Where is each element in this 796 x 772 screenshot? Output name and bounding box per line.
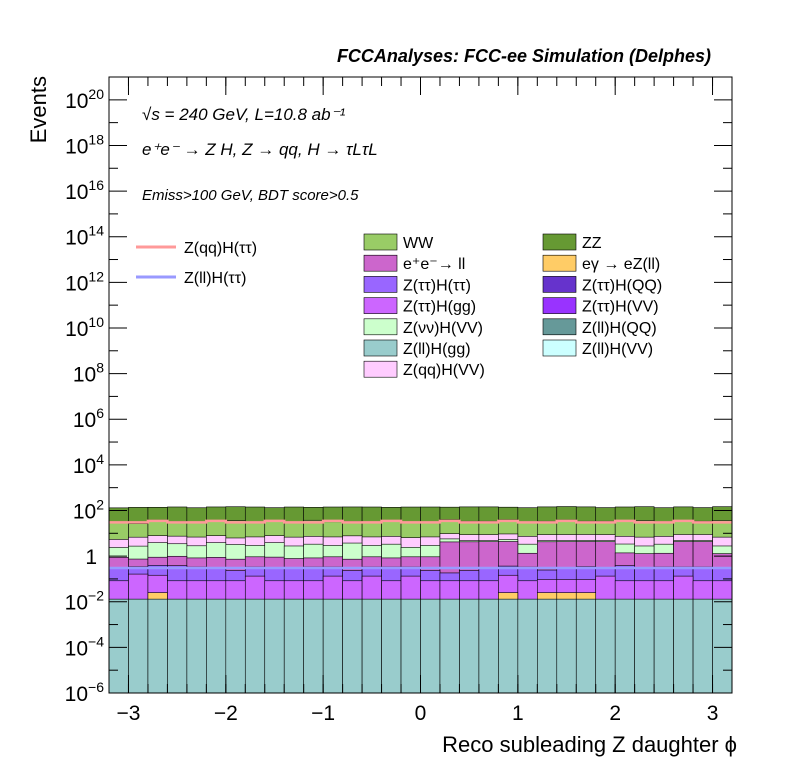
legend-box-swatch: [363, 360, 398, 378]
x-tick-label: −1: [311, 702, 335, 725]
legend-box-swatch: [363, 339, 398, 357]
stack-bar-z-ll-h-gg--bin-8: [264, 598, 285, 694]
legend-box-swatch: [363, 254, 398, 272]
stack-bar-z-ll-h-gg--bin-29: [673, 598, 694, 694]
stack-bar-z-ll-h-gg--bin-20: [498, 598, 519, 694]
stack-bar-z-ll-h-gg--bin-27: [634, 598, 655, 694]
y-tick-label: 1010: [65, 314, 104, 341]
stack-bar-z-ll-h-gg--bin-15: [400, 598, 421, 694]
legend-box-label: Z(ττ)H(gg): [403, 299, 476, 316]
x-tick-label: 2: [609, 702, 621, 725]
y-tick-label: 1018: [65, 131, 104, 158]
annotation-cuts: Emiss>100 GeV, BDT score>0.5: [142, 187, 359, 204]
overlay-line-z-qq-h-: [109, 519, 732, 524]
stack-bar-z-ll-h-gg--bin-12: [342, 598, 363, 694]
x-tick-label: 3: [707, 702, 719, 725]
legend-box-swatch: [542, 339, 577, 357]
x-axis-label: Reco subleading Z daughter ϕ: [442, 732, 737, 757]
y-tick-label: 10−6: [65, 679, 105, 706]
x-tick-label: −2: [214, 702, 238, 725]
legend-box-label: Z(ll)H(VV): [582, 341, 653, 358]
stack-bar-z-ll-h-gg--bin-28: [653, 598, 674, 694]
y-tick-label: 104: [73, 451, 104, 478]
y-tick-label: 1020: [65, 86, 104, 113]
legend-box-label: Z(ττ)H(QQ): [582, 277, 662, 294]
y-tick-label: 10−2: [65, 588, 105, 615]
legend-box-label: Z(ττ)H(VV): [582, 299, 659, 316]
x-tick-label: 0: [415, 702, 427, 725]
legend-box-label: Z(ll)H(QQ): [582, 320, 657, 337]
stack-layer: [108, 506, 733, 694]
legend-box-label: Z(ll)H(gg): [403, 341, 471, 358]
stack-bar-z-ll-h-gg--bin-17: [439, 598, 460, 694]
stack-bar-z-ll-h-gg--bin-18: [459, 598, 480, 694]
legend-box-label: eγ → eZ(ll): [582, 256, 660, 273]
y-tick-label: 1: [85, 546, 97, 569]
y-tick-label: 1016: [65, 177, 104, 204]
y-tick-label: 108: [73, 360, 104, 387]
stack-bar-z-ll-h-gg--bin-13: [361, 598, 382, 694]
y-tick-label: 102: [73, 496, 104, 523]
legend-box-swatch: [542, 254, 577, 272]
stack-bar-z-ll-h-gg--bin-9: [283, 598, 304, 694]
stack-bar-z-ll-h-gg--bin-26: [614, 598, 635, 694]
overlay-layer: [109, 519, 732, 570]
stack-bar-z-ll-h-gg--bin-31: [712, 598, 733, 694]
stack-bar-z-ll-h-gg--bin-5: [206, 598, 227, 694]
legend-box-swatch: [542, 276, 577, 293]
stack-bar-z-ll-h-gg--bin-1: [128, 598, 149, 694]
legend-box-label: Z(ττ)H(ττ): [403, 277, 471, 294]
stack-bar-z-ll-h-gg--bin-23: [556, 598, 577, 694]
legend-box-swatch: [542, 318, 577, 336]
stack-bar-z-ll-h-gg--bin-25: [595, 598, 616, 694]
legend-box-swatch: [363, 276, 398, 293]
legend-box-label: Z(νν)H(VV): [403, 320, 483, 337]
stack-bar-z-ll-h-gg--bin-10: [303, 598, 324, 694]
legend-box-label: e⁺e⁻→ ll: [403, 256, 465, 273]
legend-line-label: Z(qq)H(ττ): [184, 240, 257, 257]
y-tick-label: 1012: [65, 268, 104, 295]
stack-bar-z-ll-h-gg--bin-11: [322, 598, 343, 694]
legend-box-swatch: [363, 297, 398, 314]
annotation-energy: √s = 240 GeV, L=10.8 ab⁻¹: [142, 105, 346, 124]
y-tick-label: 106: [73, 405, 104, 432]
stack-bar-z-ll-h-gg--bin-2: [147, 598, 168, 694]
legend-box-swatch: [542, 297, 577, 314]
legend-line-label: Z(ll)H(ττ): [184, 270, 246, 287]
legend: Z(qq)H(ττ) Z(ll)H(ττ) WW e⁺e⁻→ ll Z(ττ)H(ττ)…: [136, 233, 662, 379]
chart-title: FCCAnalyses: FCC-ee Simulation (Delphes): [337, 46, 711, 66]
legend-box-label: Z(qq)H(VV): [403, 362, 485, 379]
stack-bar-z-ll-h-gg--bin-22: [537, 598, 558, 694]
stack-bar-z-ll-h-gg--bin-19: [478, 598, 499, 694]
y-tick-label: 1014: [65, 223, 104, 250]
legend-box-swatch: [363, 318, 398, 336]
legend-box-label: ZZ: [582, 235, 602, 252]
stack-bar-z-ll-h-gg--bin-3: [167, 598, 188, 694]
x-tick-label: −3: [116, 702, 140, 725]
legend-box-swatch: [363, 233, 398, 251]
axis-layer: −3 −2 −1 0 1 2 3 10−6 10−4 10−2 1 102 104 106 108 1010 1…: [65, 76, 733, 725]
stack-bar-z-ll-h-gg--bin-0: [108, 598, 129, 694]
stack-bar-z-ll-h-gg--bin-14: [381, 598, 402, 694]
y-axis-label: Events: [26, 76, 51, 143]
legend-box-label: WW: [403, 235, 434, 252]
stack-bar-z-ll-h-gg--bin-7: [244, 598, 266, 694]
stack-bar-z-ll-h-gg--bin-21: [517, 598, 538, 694]
stack-bar-z-ll-h-gg--bin-16: [420, 598, 441, 694]
stack-bar-z-ll-h-gg--bin-30: [692, 598, 713, 694]
stack-bar-z-ll-h-gg--bin-24: [575, 598, 597, 694]
annotation-process: e⁺e⁻ → Z H, Z → qq, H → τLτL: [142, 140, 378, 159]
legend-box-swatch: [542, 233, 577, 251]
x-tick-label: 1: [512, 702, 524, 725]
stack-bar-z-ll-h-gg--bin-4: [186, 598, 207, 694]
y-tick-label: 10−4: [65, 633, 105, 660]
stack-bar-z-ll-h-gg--bin-6: [225, 598, 246, 694]
